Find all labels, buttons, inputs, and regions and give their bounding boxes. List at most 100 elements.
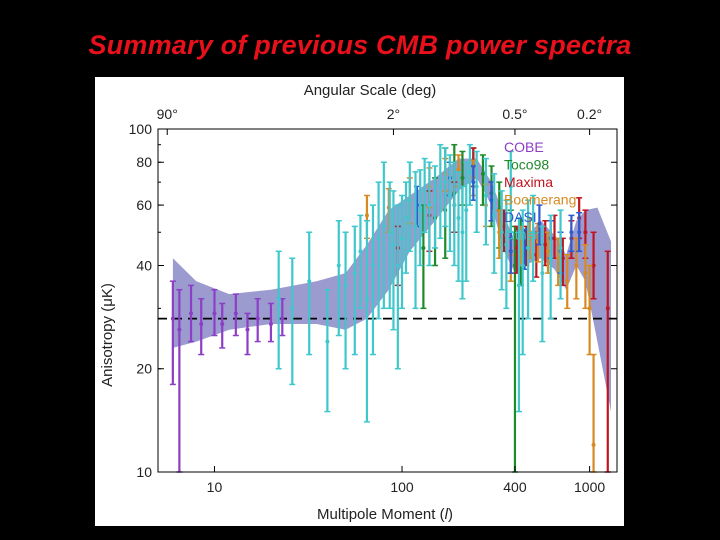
point-marker — [504, 242, 509, 247]
data-point — [459, 185, 466, 300]
data-point — [169, 280, 176, 386]
point-marker — [199, 322, 204, 327]
top-tick-label: 90° — [157, 106, 178, 122]
data-point — [254, 297, 261, 343]
point-marker — [233, 311, 238, 316]
point-marker — [526, 245, 531, 250]
data-point — [420, 204, 427, 310]
point-marker — [280, 316, 285, 321]
data-point — [488, 181, 495, 222]
point-marker — [537, 221, 542, 226]
point-marker — [255, 316, 260, 321]
point-marker — [364, 296, 369, 301]
data-point — [446, 154, 453, 253]
legend-entry-other: Other — [504, 227, 539, 243]
data-point — [547, 214, 554, 320]
point-marker — [413, 224, 418, 229]
legend-entry-toco98: Toco98 — [504, 157, 549, 173]
point-marker — [483, 193, 488, 198]
point-marker — [364, 213, 369, 218]
data-point — [399, 194, 406, 310]
point-marker — [489, 198, 494, 203]
data-point — [369, 204, 376, 356]
point-marker — [471, 180, 476, 185]
data-point — [576, 211, 583, 253]
point-marker — [545, 249, 550, 254]
point-marker — [370, 263, 375, 268]
series-cobe — [169, 280, 286, 473]
data-point — [582, 243, 589, 310]
point-marker — [499, 230, 504, 235]
axes-layer: 10 20 40 60 80 100 10 100 400 1000 90° 2° 0.5° 0.2° — [129, 106, 618, 495]
point-marker — [516, 283, 521, 288]
data-point — [437, 143, 444, 240]
y-tick-label: 20 — [136, 361, 152, 377]
point-marker — [583, 230, 588, 235]
point-marker — [352, 271, 357, 276]
point-marker — [460, 175, 465, 180]
data-point — [473, 150, 480, 234]
plot-frame — [157, 128, 618, 473]
data-point — [442, 147, 449, 228]
data-point — [417, 169, 424, 267]
point-marker — [467, 169, 472, 174]
y-tick-label: 10 — [136, 464, 152, 480]
point-marker — [404, 216, 409, 221]
data-point — [267, 302, 274, 343]
data-point — [351, 225, 358, 356]
figure-panel: Angular Scale (deg) 10 20 40 60 80 100 10 100 40… — [95, 77, 624, 526]
data-point — [198, 297, 205, 356]
data-point — [324, 288, 331, 413]
point-marker — [569, 230, 574, 235]
y-tick-label: 60 — [136, 197, 152, 213]
point-marker — [587, 306, 592, 311]
data-point — [482, 157, 489, 246]
point-marker — [336, 263, 341, 268]
point-marker — [508, 249, 513, 254]
point-marker — [268, 322, 273, 327]
point-marker — [358, 249, 363, 254]
top-tick-label: 0.5° — [502, 106, 527, 122]
point-marker — [565, 279, 570, 284]
data-point — [375, 181, 382, 320]
data-point — [568, 214, 575, 253]
data-point — [539, 225, 546, 343]
point-marker — [245, 327, 250, 332]
data-point — [507, 150, 514, 234]
point-marker — [480, 171, 485, 176]
data-point — [530, 194, 537, 282]
point-marker — [540, 271, 545, 276]
point-marker — [177, 327, 182, 332]
x-tick-label: 100 — [390, 479, 414, 495]
data-point — [394, 204, 401, 370]
data-point — [491, 173, 498, 274]
data-point — [275, 250, 282, 370]
point-marker — [447, 193, 452, 198]
y-tick-label: 100 — [129, 121, 153, 137]
point-marker — [552, 236, 557, 241]
data-point — [590, 231, 597, 300]
data-point — [455, 171, 462, 282]
data-point — [357, 214, 364, 310]
point-marker — [543, 242, 548, 247]
point-marker — [290, 306, 295, 311]
point-marker — [456, 167, 461, 172]
point-marker — [492, 213, 497, 218]
point-marker — [427, 203, 432, 208]
point-marker — [577, 230, 582, 235]
point-marker — [605, 306, 610, 311]
point-marker — [400, 236, 405, 241]
point-marker — [558, 245, 563, 250]
legend-entry-dasi: DASI — [504, 209, 537, 225]
power-spectrum-chart: Angular Scale (deg) 10 20 40 60 80 100 10 100 40… — [99, 82, 618, 523]
data-point — [498, 190, 505, 291]
data-point — [244, 312, 251, 356]
data-point — [525, 199, 532, 320]
point-marker — [591, 442, 596, 447]
point-marker — [381, 224, 386, 229]
data-point — [335, 220, 342, 337]
data-point — [342, 231, 349, 370]
data-point — [403, 181, 410, 274]
legend-entry-maxima: Maxima — [504, 174, 553, 190]
data-point — [406, 161, 413, 253]
